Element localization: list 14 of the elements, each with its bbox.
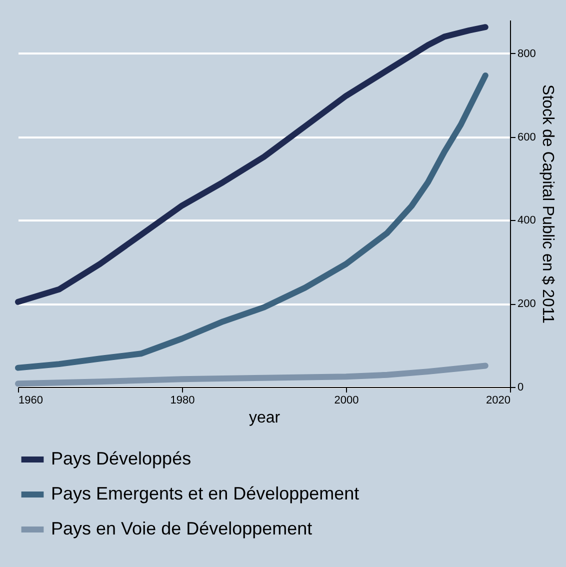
y-tick-label: 800 [518, 48, 536, 60]
y-tick-label: 600 [518, 131, 536, 144]
legend-label: Pays Emergents et en Développement [51, 484, 360, 504]
legend-label: Pays en Voie de Développement [51, 518, 312, 538]
y-tick-label: 200 [518, 298, 536, 310]
x-axis-title: year [248, 410, 281, 426]
legend-label: Pays Développés [51, 448, 192, 468]
x-tick-label: 1980 [170, 394, 195, 406]
x-tick-label: 2000 [334, 394, 359, 406]
y-axis-title: Stock de Capital Public en $ 2011 [538, 84, 556, 324]
y-tick-label: 0 [518, 382, 524, 394]
y-tick-label: 400 [518, 214, 536, 227]
x-tick-label: 1960 [18, 394, 43, 406]
x-tick-label: 2020 [486, 394, 510, 406]
